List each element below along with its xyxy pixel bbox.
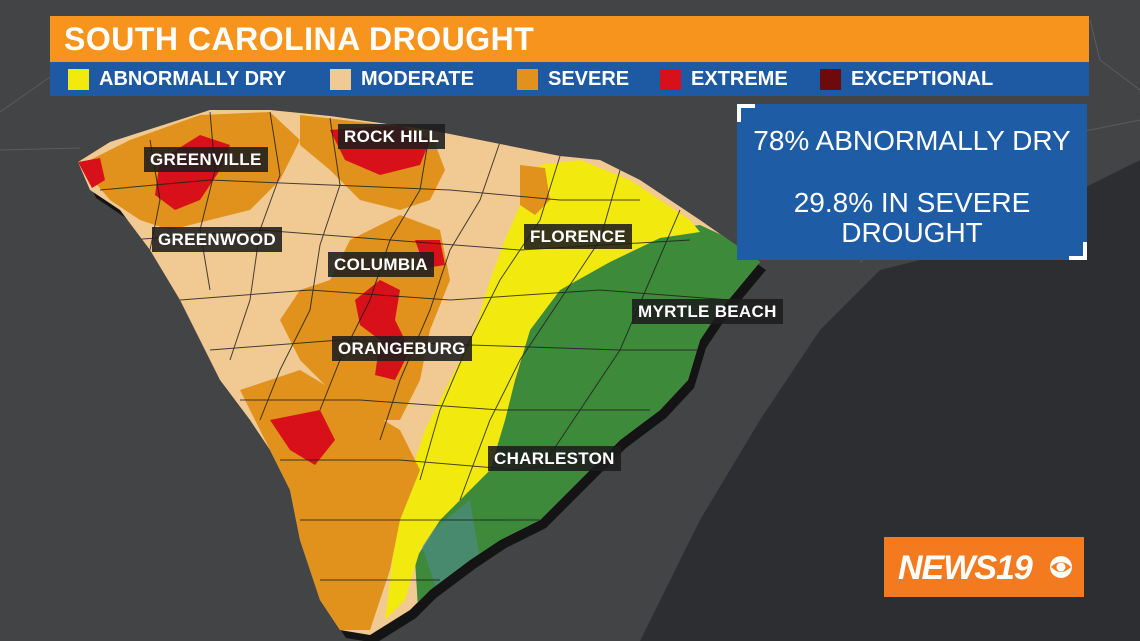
title-bar: SOUTH CAROLINA DROUGHT (50, 16, 1089, 62)
legend-item-severe: SEVERE (517, 62, 629, 96)
zone-abnormally-dry (385, 160, 700, 620)
zone-extreme-south (270, 410, 335, 465)
news19-logo: NEWS19 (884, 537, 1084, 597)
ocean (640, 160, 1140, 641)
city-label-columbia: COLUMBIA (328, 252, 434, 277)
legend-swatch-exceptional (820, 68, 841, 90)
legend: ABNORMALLY DRY MODERATE SEVERE EXTREME E… (50, 62, 1089, 96)
logo-text: NEWS19 (898, 549, 1033, 587)
stat-severe-line1: 29.8% IN SEVERE (793, 187, 1031, 218)
city-label-charleston: CHARLESTON (488, 446, 621, 471)
legend-label: EXTREME (691, 67, 788, 90)
stats-corner-decoration (737, 104, 755, 108)
map-title: SOUTH CAROLINA DROUGHT (64, 21, 535, 57)
stats-box: 78% ABNORMALLY DRY 29.8% IN SEVERE DROUG… (737, 104, 1087, 260)
cbs-eye-icon (1050, 556, 1072, 578)
legend-item-extreme: EXTREME (660, 62, 788, 96)
city-label-myrtle-beach: MYRTLE BEACH (632, 299, 783, 324)
legend-item-exceptional: EXCEPTIONAL (820, 62, 993, 96)
legend-swatch-abnormally-dry (68, 68, 89, 90)
city-label-rock-hill: ROCK HILL (338, 124, 446, 149)
legend-label: MODERATE (361, 67, 474, 90)
zone-severe-east (520, 165, 550, 215)
city-label-orangeburg: ORANGEBURG (332, 336, 472, 361)
zone-no-drought (415, 225, 760, 635)
stats-corner-decoration (737, 104, 741, 122)
legend-swatch-severe (517, 68, 538, 90)
city-label-greenwood: GREENWOOD (152, 227, 282, 252)
stats-corner-decoration (1069, 256, 1087, 260)
stat-abnormally-dry: 78% ABNORMALLY DRY (753, 125, 1071, 156)
stat-severe-line2: DROUGHT (841, 217, 983, 248)
zone-extreme-westtip (78, 158, 105, 188)
legend-label: ABNORMALLY DRY (99, 67, 287, 90)
legend-item-moderate: MODERATE (330, 62, 474, 96)
city-label-florence: FLORENCE (524, 224, 632, 249)
legend-item-abnormally-dry: ABNORMALLY DRY (68, 62, 286, 96)
legend-label: EXCEPTIONAL (851, 67, 994, 90)
stats-corner-decoration (1083, 242, 1087, 260)
legend-swatch-extreme (660, 68, 681, 90)
legend-label: SEVERE (548, 67, 630, 90)
legend-swatch-moderate (330, 68, 351, 90)
city-label-greenville: GREENVILLE (144, 147, 268, 172)
